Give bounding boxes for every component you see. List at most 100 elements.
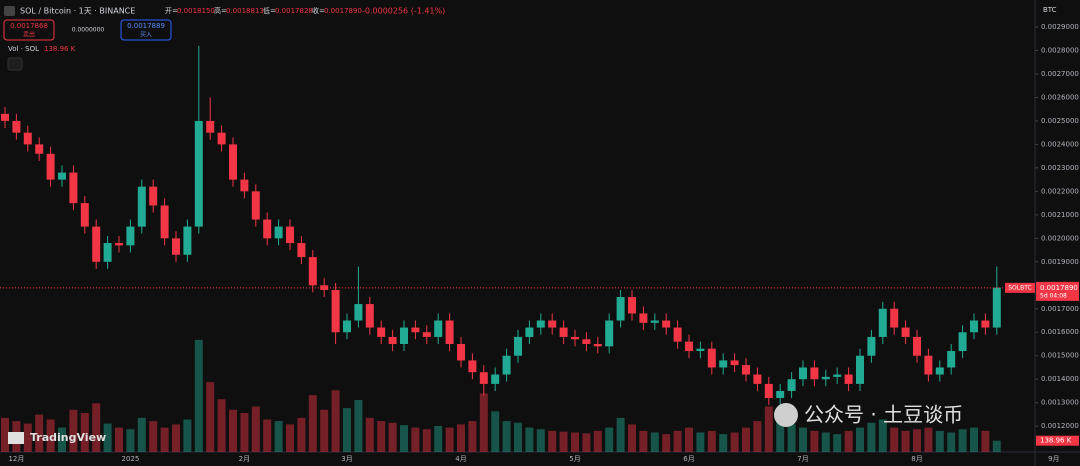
candle-body — [696, 348, 705, 352]
candle-body — [970, 320, 978, 333]
y-tick-label: 0.0028000 — [1041, 46, 1079, 54]
candle-body — [833, 374, 842, 377]
volume-bar — [274, 421, 283, 452]
volume-bar — [742, 427, 750, 452]
ohlc-label: 低= — [263, 6, 276, 15]
volume-bar — [605, 427, 614, 452]
price-tag-bg — [1036, 281, 1079, 301]
ohlc-label: 收= — [312, 6, 325, 15]
candle-body — [479, 372, 488, 384]
candle-body — [559, 327, 568, 337]
volume-bar — [514, 422, 522, 452]
volume-bar — [639, 430, 648, 452]
y-tick-label: 0.0015000 — [1041, 352, 1079, 360]
candle-body — [194, 120, 203, 227]
ohlc-value: 0.0017828 — [275, 7, 313, 15]
volume-bar — [149, 421, 158, 452]
collapse-button[interactable] — [7, 57, 23, 71]
x-tick-label: 6月 — [683, 455, 694, 463]
candle-body — [251, 191, 260, 220]
candle-body — [468, 360, 477, 373]
buy-price[interactable]: 0.0017889 — [127, 22, 165, 30]
x-tick-label: 12月 — [8, 455, 24, 463]
volume-bar — [662, 434, 671, 452]
ohlc-value: 0.0017890 — [324, 7, 362, 15]
volume-bar — [80, 413, 89, 452]
candle-body — [445, 320, 454, 344]
x-tick-label: 8月 — [911, 455, 922, 463]
volume-bar — [502, 421, 511, 452]
volume-bar — [103, 423, 112, 452]
candle-body — [525, 327, 534, 337]
volume-bar — [445, 427, 454, 452]
buy-label[interactable]: 买入 — [140, 31, 152, 39]
candle-body — [947, 351, 956, 368]
volume-bar — [673, 430, 682, 452]
candle-body — [46, 153, 55, 180]
y-tick-label: 0.0023000 — [1041, 164, 1079, 172]
y-tick-label: 0.0026000 — [1041, 93, 1079, 101]
volume-bar — [787, 424, 796, 452]
volume-bar — [35, 414, 44, 452]
volume-bar — [901, 430, 910, 452]
volume-bar — [536, 429, 545, 452]
y-tick-label: 0.0027000 — [1041, 70, 1079, 78]
volume-bar — [764, 406, 773, 452]
sell-label[interactable]: 卖出 — [23, 31, 35, 39]
spread: 0.0000000 — [72, 27, 105, 34]
buy-button[interactable] — [120, 19, 172, 41]
candle-body — [240, 179, 249, 192]
candle-body — [286, 226, 294, 244]
volume-bar — [935, 430, 944, 452]
candle-body — [354, 304, 363, 321]
volume-bar — [685, 427, 693, 452]
change: -0.0000256 (-1.41%) — [362, 7, 445, 16]
candle-body — [491, 374, 500, 384]
x-tick-label: 9月 — [1048, 455, 1059, 463]
volume-bar — [400, 425, 408, 452]
volume-bar — [719, 434, 728, 452]
ohlc-values: 开= 0.0018150 高= 0.0018813 低= 0.0017828 收= 0.001… — [165, 6, 362, 15]
candle-body — [821, 376, 830, 380]
volume-bar — [650, 432, 659, 452]
volume-bar — [958, 429, 967, 452]
volume-bar — [137, 417, 146, 452]
candle-body — [1, 113, 9, 121]
candle-body — [673, 327, 682, 342]
volume-bar — [286, 424, 294, 452]
volume-bar — [46, 419, 55, 452]
volume-bar — [810, 430, 819, 452]
y-tick-label: 0.0014000 — [1041, 375, 1079, 383]
y-tick-label: 0.0024000 — [1041, 140, 1079, 148]
candle-body — [548, 320, 557, 328]
candle-body — [434, 320, 443, 337]
volume-bar — [821, 432, 830, 452]
volume-bar — [457, 424, 465, 452]
candle-body — [730, 360, 739, 366]
volume-bar — [1, 417, 9, 452]
candle-body — [263, 219, 272, 239]
candle-body — [115, 243, 123, 246]
candle-body — [388, 336, 397, 344]
volume-bar — [331, 390, 340, 452]
volume-bar — [981, 430, 990, 452]
candle-body — [536, 320, 545, 328]
volume-bar — [263, 419, 272, 452]
volume-bar — [970, 427, 978, 452]
volume-bar — [856, 427, 864, 452]
candle-body — [685, 341, 693, 352]
candle-body — [924, 355, 933, 375]
volume-bar — [913, 429, 921, 452]
sell-price[interactable]: 0.0017868 — [10, 22, 48, 30]
candle-body — [764, 383, 773, 398]
candle-body — [149, 186, 158, 206]
volume-bar — [308, 395, 317, 452]
symbol-title[interactable]: SOL / Bitcoin · 1天 · BINANCE — [20, 7, 135, 16]
volume-bar — [628, 424, 636, 452]
ohlc-label: 高= — [214, 6, 227, 15]
volume-bar — [890, 427, 899, 452]
sell-button[interactable] — [3, 19, 55, 41]
currency[interactable]: BTC — [1043, 6, 1057, 14]
candle-body — [377, 327, 386, 337]
